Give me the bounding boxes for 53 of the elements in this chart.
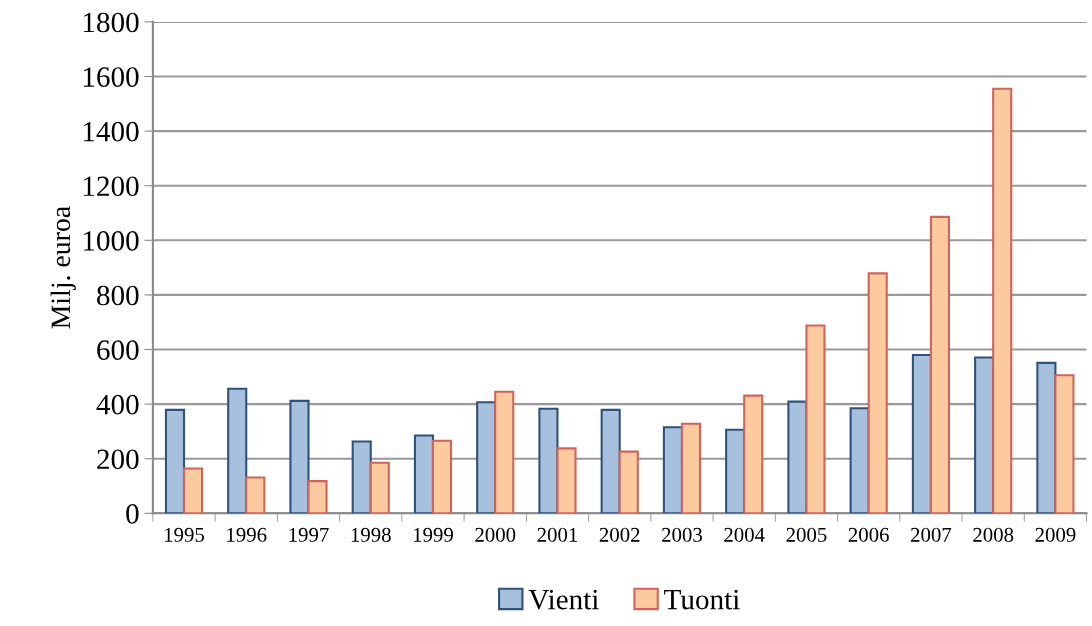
bar: [662, 426, 683, 514]
bar: [182, 467, 204, 514]
x-tick-label: 2007: [911, 527, 952, 542]
bar: [929, 215, 951, 514]
x-tick-label: 2003: [662, 527, 702, 542]
x-tick-label: 1995: [165, 527, 205, 542]
bar: [600, 408, 621, 514]
bar: [164, 408, 186, 514]
y-tick-label: 0: [126, 504, 139, 524]
bar: [618, 450, 639, 514]
x-tick-label: 2008: [973, 527, 1014, 542]
y-tick-label: 1600: [83, 67, 139, 87]
x-tick-label: 1999: [413, 527, 453, 542]
bar: [289, 399, 310, 514]
y-tick-label: 1200: [83, 176, 139, 197]
x-tick-label: 2001: [537, 527, 578, 542]
bar: [556, 447, 577, 514]
y-tick-label: 1000: [83, 231, 139, 251]
legend-label: Tuonti: [664, 589, 740, 610]
bar: [992, 87, 1013, 514]
x-tick-label: 2002: [599, 527, 640, 542]
x-tick-label: 1996: [227, 527, 267, 542]
x-tick-label: 2005: [786, 527, 827, 542]
y-tick-label: 600: [97, 340, 139, 360]
bar: [413, 434, 435, 514]
bar: [227, 387, 248, 514]
bar: [1036, 361, 1057, 514]
x-tick-label: 1998: [351, 527, 391, 542]
x-tick-label: 2006: [848, 527, 889, 542]
bar: [431, 439, 453, 514]
bar: [974, 356, 995, 514]
bar: [538, 407, 559, 514]
y-tick-label: 200: [97, 449, 139, 470]
y-axis-title: Milj. euroa: [50, 206, 76, 329]
bar: [494, 390, 515, 514]
bar: [1054, 374, 1075, 514]
y-tick-label: 400: [96, 394, 139, 415]
x-tick-label: 2009: [1035, 527, 1076, 542]
bar: [245, 476, 266, 514]
bar: [307, 480, 328, 514]
y-tick-label: 800: [97, 285, 139, 306]
x-tick-label: 2000: [475, 527, 516, 542]
x-tick-label: 1997: [289, 527, 329, 542]
y-tick-label: 1800: [83, 12, 139, 33]
y-tick-label: 1400: [83, 121, 139, 142]
bar: [867, 272, 888, 514]
legend-label: Vienti: [528, 589, 599, 610]
x-tick-label: 2004: [724, 527, 765, 542]
bar: [680, 422, 702, 514]
bar: [351, 440, 372, 514]
bar: [805, 324, 826, 514]
bar: [743, 394, 764, 514]
bar: [369, 461, 390, 514]
